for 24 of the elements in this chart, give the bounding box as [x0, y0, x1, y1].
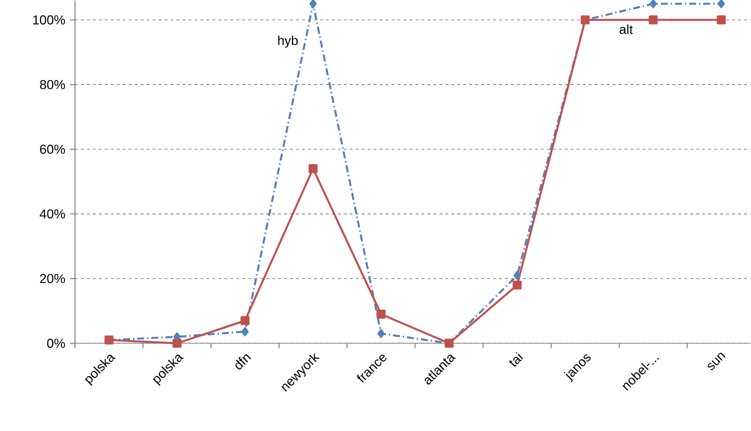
y-tick-label: 80% — [40, 80, 65, 90]
point — [376, 310, 386, 319]
point — [718, 0, 725, 8]
y-tick-label: 40% — [40, 209, 65, 218]
x-tick-label: dfn — [235, 354, 252, 370]
y-tick-label: 20% — [40, 274, 65, 284]
point — [512, 280, 522, 290]
x-tick-label: tai — [509, 352, 524, 366]
point — [514, 270, 521, 280]
point — [309, 0, 317, 8]
series-label: alt — [620, 24, 633, 34]
point — [648, 15, 658, 24]
point — [650, 0, 657, 8]
point — [716, 15, 726, 24]
y-tick-label: 0% — [47, 338, 65, 348]
y-tick-label: 100% — [33, 15, 65, 24]
point — [172, 338, 182, 348]
x-tick-label: sun — [708, 352, 726, 370]
point — [377, 328, 385, 338]
point — [240, 316, 250, 326]
y-tick-label: 60% — [40, 144, 65, 154]
point — [308, 164, 318, 174]
point — [241, 327, 249, 336]
series-label: hyb — [278, 35, 298, 48]
